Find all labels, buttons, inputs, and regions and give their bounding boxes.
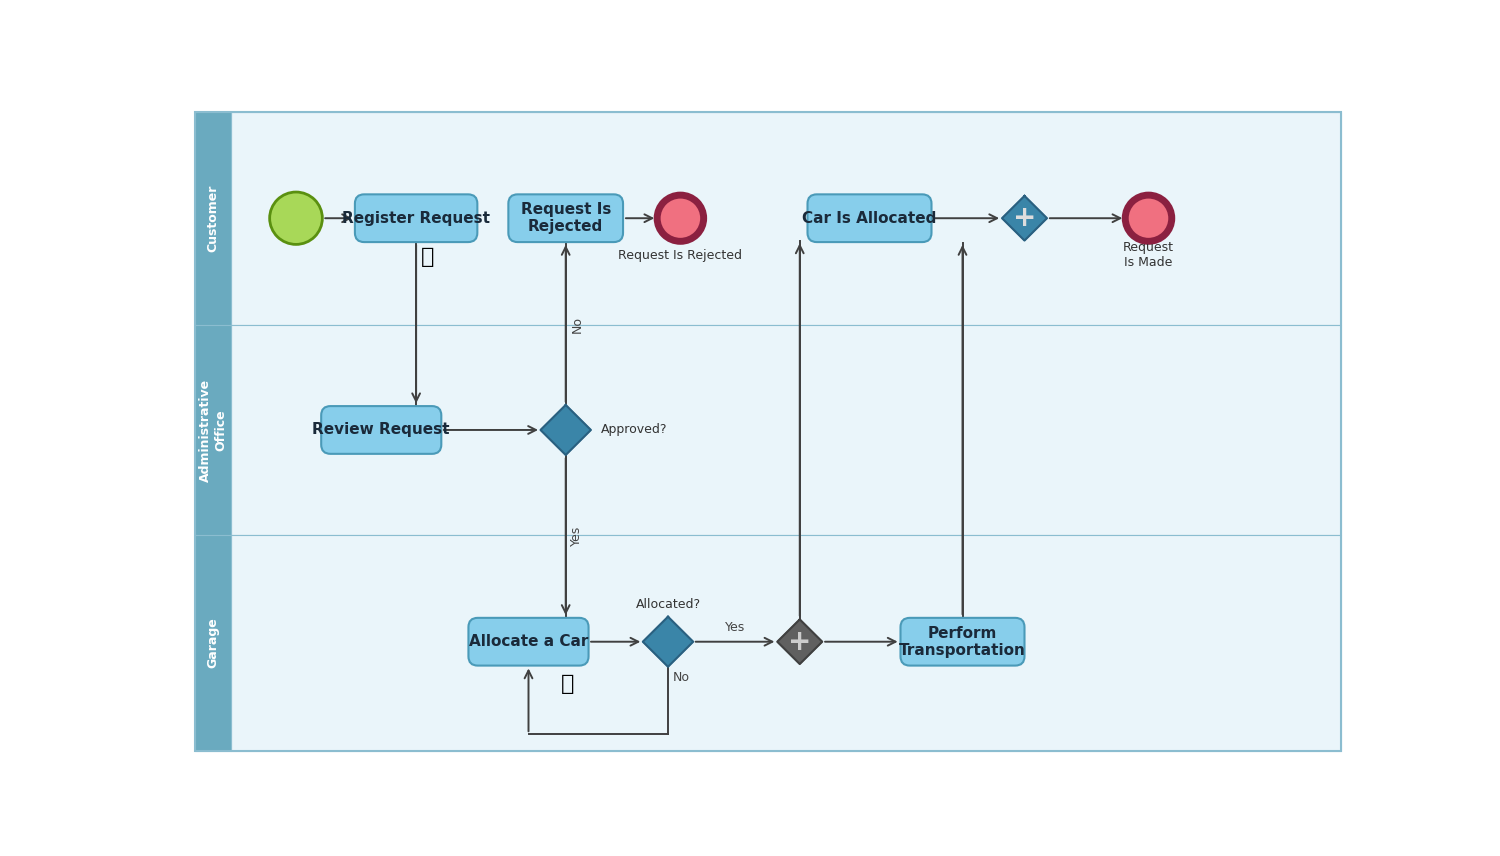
Text: Request Is Rejected: Request Is Rejected (618, 249, 742, 262)
Bar (195, 325, 231, 535)
Text: Request
Is Made: Request Is Made (1124, 241, 1174, 269)
FancyBboxPatch shape (356, 194, 477, 242)
Circle shape (270, 192, 322, 245)
Bar (231, 535, 1341, 751)
Text: +: + (1013, 205, 1036, 232)
Circle shape (657, 195, 704, 241)
Circle shape (1125, 195, 1172, 241)
Bar (195, 535, 231, 751)
FancyBboxPatch shape (807, 194, 932, 242)
Text: Register Request: Register Request (342, 211, 490, 226)
Polygon shape (540, 405, 591, 455)
Text: Garage: Garage (207, 617, 219, 669)
Text: Yes: Yes (570, 526, 584, 546)
Text: Allocated?: Allocated? (636, 598, 700, 611)
Text: Allocate a Car: Allocate a Car (470, 634, 588, 649)
Text: Request Is
Rejected: Request Is Rejected (520, 202, 610, 235)
Bar (231, 325, 1341, 535)
Polygon shape (644, 616, 693, 667)
FancyBboxPatch shape (900, 618, 1024, 666)
Polygon shape (1002, 196, 1047, 241)
Text: Perform
Transportation: Perform Transportation (898, 626, 1026, 658)
Text: Yes: Yes (724, 621, 746, 634)
Text: Approved?: Approved? (600, 424, 668, 437)
Text: Car Is Allocated: Car Is Allocated (802, 211, 936, 226)
Text: Customer: Customer (207, 185, 219, 253)
FancyBboxPatch shape (509, 194, 622, 242)
FancyBboxPatch shape (321, 406, 441, 454)
Text: Review Request: Review Request (312, 423, 450, 437)
Bar (195, 112, 231, 325)
Text: +: + (788, 627, 812, 656)
FancyBboxPatch shape (468, 618, 588, 666)
Text: No: No (672, 671, 690, 685)
Text: 📋: 📋 (422, 247, 435, 267)
Text: 🚶: 🚶 (561, 674, 574, 694)
Text: No: No (570, 316, 584, 333)
Bar (231, 112, 1341, 325)
Polygon shape (777, 620, 822, 664)
Text: Administrative
Office: Administrative Office (200, 378, 226, 482)
